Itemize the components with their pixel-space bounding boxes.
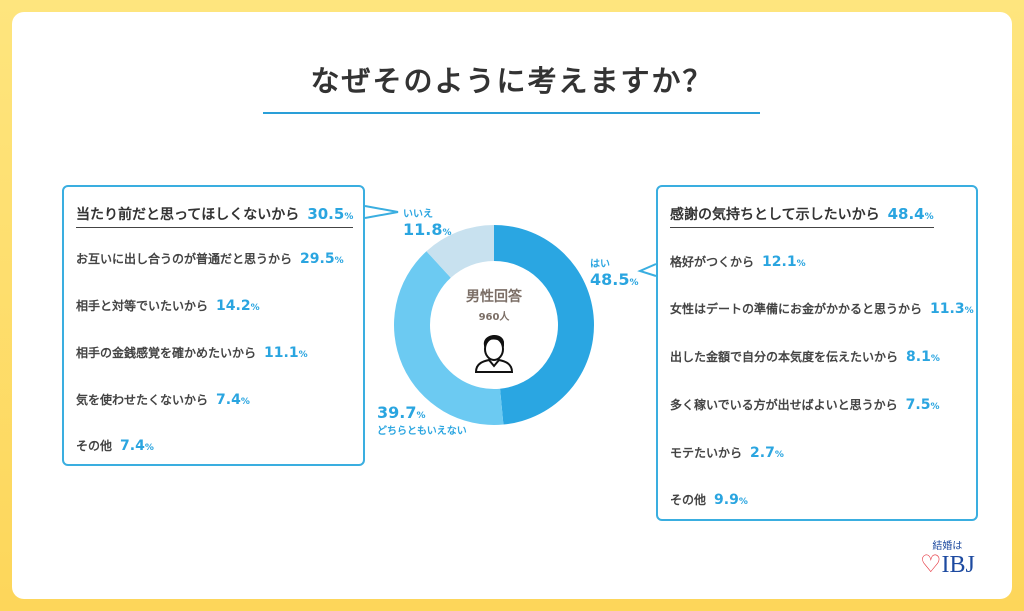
reason-label: その他 bbox=[76, 439, 113, 453]
reason-value: 7.5% bbox=[905, 397, 940, 413]
reason-label: 気を使わせたくないから bbox=[76, 393, 209, 407]
reason-label: 相手と対等でいたいから bbox=[76, 299, 209, 313]
donut-chart bbox=[394, 225, 594, 425]
reason-label: その他 bbox=[670, 493, 707, 507]
reason-label: お互いに出し合うのが普通だと思うから bbox=[76, 252, 293, 266]
reason-label: 多く稼いでいる方が出せばよいと思うから bbox=[670, 398, 898, 412]
title-underline bbox=[263, 112, 760, 114]
reason-label: 出した金額で自分の本気度を伝えたいから bbox=[670, 350, 899, 364]
reason-value: 30.5% bbox=[307, 205, 354, 223]
logo-tagline: 結婚は bbox=[932, 541, 963, 552]
donut-center: 男性回答 960人 bbox=[444, 286, 544, 377]
reason-label: 格好がつくから bbox=[670, 255, 755, 269]
reason-label: 相手の金銭感覚を確かめたいから bbox=[76, 346, 257, 360]
right-reasons-box: 感謝の気持ちとして示したいから 48.4% 格好がつくから 12.1% 女性はデートの準… bbox=[656, 185, 978, 521]
reason-value: 48.4% bbox=[887, 205, 934, 223]
center-count: 960人 bbox=[478, 312, 510, 323]
reason-value: 2.7% bbox=[750, 445, 784, 461]
reason-value: 14.2% bbox=[216, 298, 260, 314]
donut-slice-1 bbox=[394, 251, 504, 425]
reason-item: 多く稼いでいる方が出せばよいと思うから 7.5% bbox=[670, 396, 940, 413]
reason-item: 感謝の気持ちとして示したいから 48.4% bbox=[670, 204, 934, 228]
heart-icon: ♡ bbox=[920, 552, 942, 578]
reason-value: 12.1% bbox=[762, 254, 806, 270]
reason-item: お互いに出し合うのが普通だと思うから 29.5% bbox=[76, 250, 344, 267]
ibj-logo: 結婚は ♡IBJ bbox=[920, 537, 975, 578]
reason-item: 相手と対等でいたいから 14.2% bbox=[76, 297, 260, 314]
label-neutral: 39.7% どちらともいえない bbox=[377, 403, 467, 437]
reason-item: 当たり前だと思ってほしくないから 30.5% bbox=[76, 204, 354, 228]
reason-item: モテたいから 2.7% bbox=[670, 444, 784, 461]
reason-value: 9.9% bbox=[714, 492, 748, 508]
man-icon bbox=[474, 334, 514, 373]
reason-item: 女性はデートの準備にお金がかかると思うから 11.3% bbox=[670, 300, 974, 317]
reason-label: 当たり前だと思ってほしくないから bbox=[76, 207, 300, 223]
donut-slice-0 bbox=[494, 225, 594, 425]
reason-item: 出した金額で自分の本気度を伝えたいから 8.1% bbox=[670, 348, 940, 365]
donut-slice-2 bbox=[426, 225, 494, 278]
reason-label: 感謝の気持ちとして示したいから bbox=[670, 207, 880, 223]
reason-item: その他 9.9% bbox=[670, 491, 748, 508]
reason-item: 格好がつくから 12.1% bbox=[670, 253, 806, 270]
left-reasons-box: 当たり前だと思ってほしくないから 30.5% お互いに出し合うのが普通だと思うから 2… bbox=[62, 185, 365, 466]
reason-value: 7.4% bbox=[216, 392, 250, 408]
reason-label: 女性はデートの準備にお金がかかると思うから bbox=[670, 302, 923, 316]
reason-value: 7.4% bbox=[120, 438, 154, 454]
page-title: なぜそのように考えますか？ bbox=[310, 64, 714, 98]
reason-item: 気を使わせたくないから 7.4% bbox=[76, 391, 250, 408]
reason-label: モテたいから bbox=[670, 446, 743, 460]
label-no: いいえ 11.8% bbox=[403, 209, 452, 239]
reason-value: 29.5% bbox=[300, 251, 344, 267]
reason-value: 11.3% bbox=[930, 301, 974, 317]
reason-item: その他 7.4% bbox=[76, 437, 154, 454]
reason-item: 相手の金銭感覚を確かめたいから 11.1% bbox=[76, 344, 308, 361]
center-label: 男性回答 bbox=[466, 289, 522, 305]
reason-value: 8.1% bbox=[906, 349, 940, 365]
label-yes: はい 48.5% bbox=[590, 259, 639, 289]
reason-value: 11.1% bbox=[264, 345, 308, 361]
logo-brand: IBJ bbox=[941, 552, 975, 578]
